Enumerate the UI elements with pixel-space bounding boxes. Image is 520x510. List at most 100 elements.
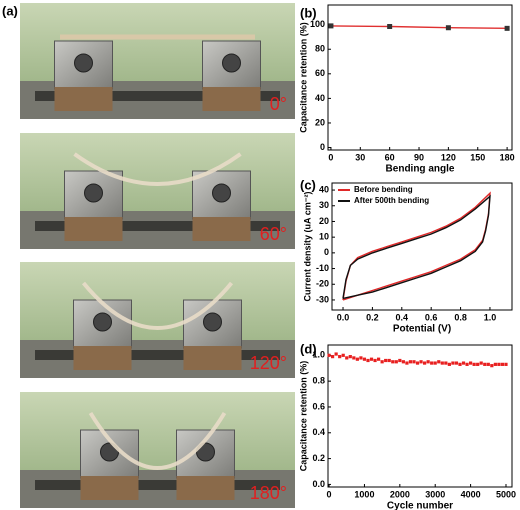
clamp-base xyxy=(73,346,132,370)
marker xyxy=(476,362,480,366)
x-tick-label: 30 xyxy=(355,152,365,162)
y-axis-label: Current density (uA cm⁻²) xyxy=(302,192,312,302)
y-tick-label: 30 xyxy=(319,200,329,210)
angle-label: 60° xyxy=(260,224,287,244)
y-tick-label: 0.6 xyxy=(312,401,325,411)
marker xyxy=(359,356,363,360)
marker xyxy=(398,358,402,363)
x-tick-label: 4000 xyxy=(461,489,481,499)
y-tick-label: 20 xyxy=(319,216,329,226)
marker xyxy=(345,356,349,360)
marker xyxy=(412,360,416,364)
legend-label: Before bending xyxy=(354,185,413,194)
x-tick-label: 0.2 xyxy=(366,312,379,322)
clamp-base xyxy=(64,217,123,241)
x-tick-label: 0 xyxy=(327,489,332,499)
marker xyxy=(458,362,462,366)
clamp-base xyxy=(192,217,251,241)
clamp-base xyxy=(183,346,242,370)
screw xyxy=(35,480,280,490)
marker xyxy=(426,360,430,364)
series-line xyxy=(342,191,491,301)
panel-label: (b) xyxy=(300,5,317,20)
clamp-block xyxy=(176,429,235,479)
clamp-base xyxy=(202,87,261,111)
y-tick-label: 0.2 xyxy=(312,453,325,463)
marker xyxy=(454,361,459,365)
y-tick-label: -30 xyxy=(316,294,329,304)
marker xyxy=(504,25,510,31)
plot-frame xyxy=(327,4,513,151)
marker xyxy=(377,357,381,361)
marker xyxy=(486,362,490,366)
y-tick-label: 1.0 xyxy=(312,350,325,360)
bolt xyxy=(84,183,103,203)
marker xyxy=(430,361,434,365)
screw xyxy=(35,350,280,360)
photo: 0° xyxy=(20,3,295,119)
marker xyxy=(504,362,508,366)
y-tick-label: 100 xyxy=(310,19,325,29)
clamp-base xyxy=(54,87,113,111)
y-tick-label: 0.8 xyxy=(312,376,325,386)
x-tick-label: 90 xyxy=(414,152,424,162)
x-tick-label: 1.0 xyxy=(484,312,497,322)
marker xyxy=(497,362,501,366)
marker xyxy=(355,357,359,361)
marker xyxy=(331,355,335,359)
marker xyxy=(384,358,388,363)
y-tick-label: 0.4 xyxy=(312,427,325,437)
bolt xyxy=(212,183,231,203)
marker xyxy=(479,361,483,365)
x-tick-label: 0.6 xyxy=(425,312,438,322)
y-tick-label: 60 xyxy=(315,68,325,78)
marker xyxy=(334,352,338,356)
bolt xyxy=(222,53,241,73)
marker xyxy=(387,358,391,363)
bolt xyxy=(93,312,112,332)
marker xyxy=(445,25,451,31)
clamp-base xyxy=(176,476,235,500)
angle-label: 120° xyxy=(250,353,287,373)
clamp-base xyxy=(80,476,139,500)
screw xyxy=(35,221,280,231)
x-tick-label: 2000 xyxy=(390,489,410,499)
marker xyxy=(500,362,505,366)
marker xyxy=(348,355,352,359)
x-tick-label: 0.4 xyxy=(396,312,409,322)
y-tick-label: 20 xyxy=(315,117,325,127)
marker xyxy=(401,360,405,364)
x-tick-label: 0 xyxy=(328,152,333,162)
marker xyxy=(437,360,441,364)
screw xyxy=(35,91,280,101)
marker xyxy=(472,362,476,366)
x-tick-label: 0.0 xyxy=(337,312,350,322)
photo: 120° xyxy=(20,262,295,378)
marker xyxy=(338,355,342,359)
marker xyxy=(405,361,409,365)
marker xyxy=(433,361,437,365)
panel-label: (c) xyxy=(300,177,316,192)
marker xyxy=(327,353,331,357)
x-tick-label: 60 xyxy=(385,152,395,162)
marker xyxy=(369,357,374,361)
y-axis-label: Capacitance retention (%) xyxy=(298,22,308,133)
marker xyxy=(493,362,497,366)
x-axis-label: Bending angle xyxy=(386,164,455,175)
marker xyxy=(440,361,444,365)
plot-frame xyxy=(331,182,513,311)
bolt xyxy=(203,312,222,332)
y-tick-label: 10 xyxy=(319,232,329,242)
photo: 180° xyxy=(20,392,295,508)
film xyxy=(73,152,242,186)
x-tick-label: 3000 xyxy=(425,489,445,499)
marker xyxy=(490,364,494,368)
marker xyxy=(391,360,395,364)
x-tick-label: 1000 xyxy=(354,489,374,499)
angle-label: 180° xyxy=(250,483,287,503)
x-tick-label: 180 xyxy=(500,152,515,162)
x-tick-label: 120 xyxy=(441,152,456,162)
x-tick-label: 0.8 xyxy=(454,312,467,322)
series-line xyxy=(330,25,508,29)
